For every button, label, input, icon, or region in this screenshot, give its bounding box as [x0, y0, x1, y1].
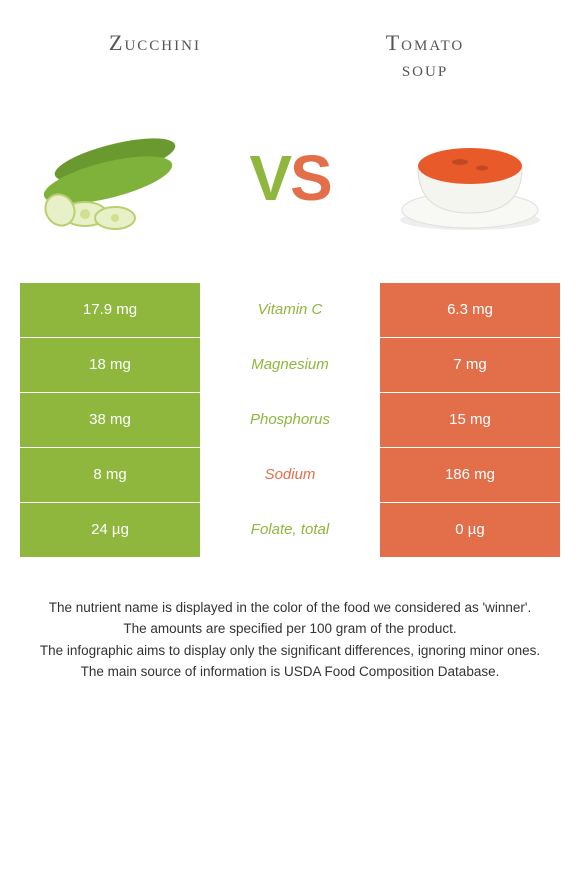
cell-left-value: 18 mg	[20, 338, 200, 392]
footer-notes: The nutrient name is displayed in the co…	[0, 558, 580, 682]
cell-right-value: 7 mg	[380, 338, 560, 392]
vs-label: VS	[249, 141, 330, 215]
vs-v: V	[249, 142, 290, 214]
table-row: 18 mgMagnesium7 mg	[20, 338, 560, 393]
cell-nutrient-name: Phosphorus	[200, 393, 380, 447]
footer-line: The amounts are specified per 100 gram o…	[25, 619, 555, 639]
soup-image	[390, 113, 550, 243]
titles-row: Zucchini Tomato soup	[0, 0, 580, 93]
footer-line: The infographic aims to display only the…	[25, 641, 555, 661]
cell-right-value: 0 µg	[380, 503, 560, 557]
cell-right-value: 186 mg	[380, 448, 560, 502]
table-row: 8 mgSodium186 mg	[20, 448, 560, 503]
nutrient-table: 17.9 mgVitamin C6.3 mg18 mgMagnesium7 mg…	[20, 283, 560, 558]
cell-left-value: 8 mg	[20, 448, 200, 502]
cell-right-value: 6.3 mg	[380, 283, 560, 337]
title-left: Zucchini	[20, 30, 290, 83]
cell-left-value: 24 µg	[20, 503, 200, 557]
table-row: 38 mgPhosphorus15 mg	[20, 393, 560, 448]
cell-nutrient-name: Magnesium	[200, 338, 380, 392]
images-row: VS	[0, 93, 580, 283]
footer-line: The main source of information is USDA F…	[25, 662, 555, 682]
table-row: 17.9 mgVitamin C6.3 mg	[20, 283, 560, 338]
cell-nutrient-name: Folate, total	[200, 503, 380, 557]
cell-left-value: 38 mg	[20, 393, 200, 447]
cell-right-value: 15 mg	[380, 393, 560, 447]
cell-nutrient-name: Vitamin C	[200, 283, 380, 337]
title-right: Tomato soup	[290, 30, 560, 83]
cell-nutrient-name: Sodium	[200, 448, 380, 502]
vs-s: S	[290, 142, 331, 214]
table-row: 24 µgFolate, total0 µg	[20, 503, 560, 558]
footer-line: The nutrient name is displayed in the co…	[25, 598, 555, 618]
cell-left-value: 17.9 mg	[20, 283, 200, 337]
zucchini-image	[30, 113, 190, 243]
